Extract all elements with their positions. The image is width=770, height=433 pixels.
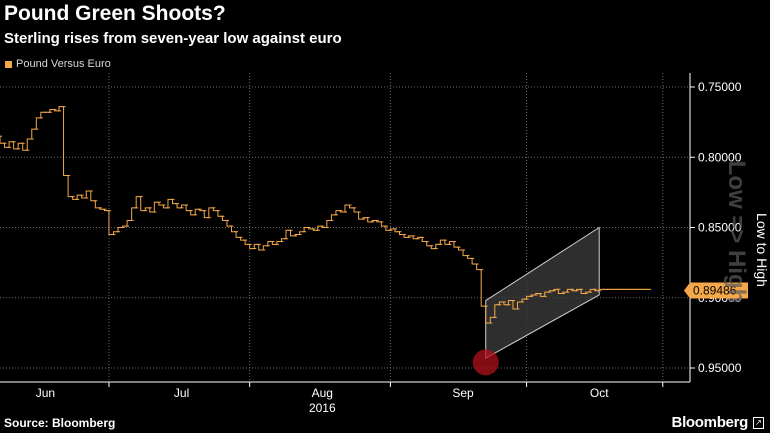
trend-channel	[485, 226, 600, 360]
legend-label: Pound Versus Euro	[16, 58, 111, 70]
legend-swatch	[5, 60, 12, 68]
series-line-pound-versus-euro	[0, 106, 650, 324]
chart-subtitle: Sterling rises from seven-year low again…	[4, 30, 342, 47]
x-tick-label: Oct	[590, 386, 609, 400]
bloomberg-logo: Bloomberg	[671, 414, 749, 431]
y-tick-label: 0.95000	[698, 361, 742, 375]
y-tick-label: 0.85000	[698, 221, 742, 235]
last-value-label: 0.89486	[693, 284, 737, 298]
x-tick-label: Aug	[312, 386, 333, 400]
y-tick-label: 0.75000	[698, 80, 742, 94]
y-tick-label: 0.80000	[698, 150, 742, 164]
x-tick-label: Jul	[174, 386, 189, 400]
x-axis-title: 2016	[309, 401, 336, 415]
x-tick-label: Jun	[36, 386, 55, 400]
low-point-marker	[472, 349, 499, 376]
chart-title: Pound Green Shoots?	[4, 2, 226, 25]
side-label: Low to High	[754, 213, 770, 287]
source-note: Source: Bloomberg	[4, 416, 116, 430]
legend: Pound Versus Euro	[5, 58, 111, 70]
x-tick-label: Sep	[452, 386, 474, 400]
watermark-text: Low => High	[723, 160, 750, 304]
last-value-badge	[684, 282, 748, 299]
bloomberg-mark-icon: ↗	[753, 417, 764, 429]
